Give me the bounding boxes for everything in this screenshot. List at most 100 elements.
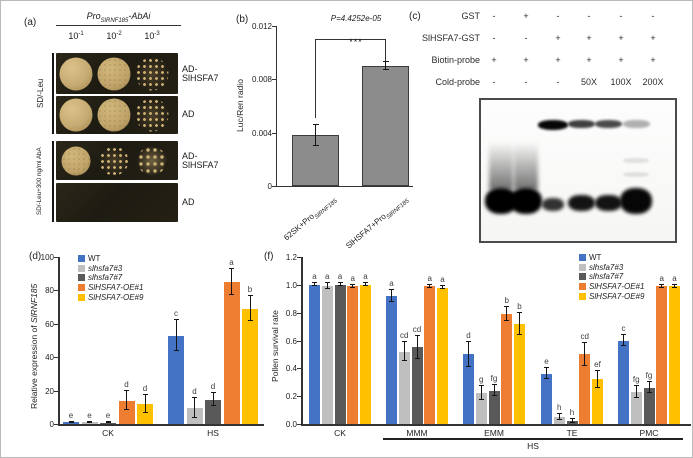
bar bbox=[501, 314, 513, 424]
significance-letter: c bbox=[174, 309, 178, 319]
error-bar bbox=[403, 341, 405, 362]
panel-d-label: (d) bbox=[29, 251, 42, 262]
bar bbox=[541, 373, 552, 424]
significance-letter: h bbox=[569, 408, 575, 418]
error-bar bbox=[126, 391, 127, 410]
legend-swatch bbox=[78, 255, 85, 263]
bar bbox=[242, 308, 258, 424]
y-tick-mark bbox=[54, 424, 58, 425]
yeast-photo-strip bbox=[56, 53, 178, 94]
condition-value: - bbox=[619, 11, 623, 21]
error-bar bbox=[442, 286, 443, 290]
yeast-spot-solid bbox=[59, 98, 93, 132]
error-bar bbox=[519, 312, 520, 335]
bar bbox=[669, 286, 680, 424]
error-cap bbox=[142, 412, 148, 414]
significance-letter: fg bbox=[645, 371, 653, 381]
bar bbox=[553, 417, 565, 424]
y-tick-label: 100 bbox=[40, 253, 54, 262]
x-category-label: PMC bbox=[639, 428, 659, 438]
significance-letter: h bbox=[557, 403, 562, 413]
legend-swatch bbox=[579, 283, 586, 291]
y-tick-mark bbox=[297, 284, 301, 286]
significance-letter: e bbox=[105, 411, 111, 420]
media-group-line bbox=[52, 53, 54, 134]
condition-row-name: Biotin-probe bbox=[431, 55, 480, 65]
legend: WT slhsfa7#3 slhsfa7#7 SlHSFA7-OE#1 SlHSFA7-… bbox=[579, 253, 644, 301]
error-cap bbox=[350, 283, 356, 285]
x-category-label: 62SK+ProSlRNF185 bbox=[281, 198, 339, 243]
bar bbox=[592, 379, 603, 424]
significance-letter: a bbox=[350, 273, 355, 283]
error-bar bbox=[635, 386, 637, 398]
significance-letter: a bbox=[672, 273, 677, 283]
legend-swatch bbox=[78, 293, 85, 301]
significance-letter: e bbox=[68, 410, 74, 420]
error-cap bbox=[337, 282, 343, 284]
error-cap bbox=[491, 384, 497, 386]
x-axis-line bbox=[301, 424, 691, 426]
condition-row-name: GST bbox=[461, 11, 480, 21]
error-bar bbox=[416, 336, 418, 359]
y-tick-mark bbox=[272, 79, 276, 81]
bar bbox=[437, 287, 448, 424]
error-bar bbox=[480, 386, 482, 401]
panel-a-yeast-assay: (a) ProSlRNF185-AbAi 10-1 10-2 10-3 SD/-Le… bbox=[24, 7, 236, 243]
error-cap bbox=[672, 283, 677, 285]
free-probe-band bbox=[510, 188, 542, 214]
error-cap bbox=[401, 360, 407, 362]
error-bar bbox=[468, 341, 469, 367]
legend-item: slhsfa7#3 bbox=[579, 263, 644, 273]
bar-group: a cd cd a a bbox=[386, 257, 448, 424]
bar bbox=[386, 295, 397, 424]
yeast-photo-strip bbox=[56, 141, 178, 180]
y-tick-label: 40 bbox=[45, 353, 54, 363]
condition-value: 200X bbox=[642, 77, 664, 87]
significance-letter: a bbox=[440, 275, 445, 285]
significance-letter: b bbox=[247, 285, 253, 295]
legend-item: SlHSFA7-OE#1 bbox=[579, 282, 644, 292]
error-bar bbox=[365, 283, 366, 287]
y-tick-mark bbox=[297, 368, 301, 370]
error-cap bbox=[105, 422, 111, 424]
shifted-band bbox=[538, 120, 568, 130]
legend-label: SlHSFA7-OE#1 bbox=[88, 283, 144, 293]
probe-smear bbox=[489, 142, 513, 190]
error-cap bbox=[633, 385, 639, 387]
error-cap bbox=[87, 420, 92, 422]
x-category-label: MMM bbox=[406, 428, 428, 438]
emsa-gel-image bbox=[479, 98, 677, 243]
dilution-label: 10-2 bbox=[106, 31, 122, 41]
error-cap bbox=[517, 333, 522, 335]
significance-letter: a bbox=[337, 272, 343, 282]
significance-letter: b bbox=[517, 301, 522, 311]
legend-swatch bbox=[579, 254, 586, 262]
error-cap bbox=[247, 295, 253, 297]
bar-group: c d d a b bbox=[168, 257, 258, 424]
y-tick-mark bbox=[54, 390, 58, 392]
free-probe-band bbox=[594, 195, 622, 211]
y-tick-mark bbox=[272, 186, 276, 187]
error-cap bbox=[440, 285, 445, 287]
x-category-label: SlHSFA7+ProSlRNF185 bbox=[343, 198, 411, 251]
y-tick-label: 0.4 bbox=[285, 364, 297, 374]
error-cap bbox=[544, 378, 549, 380]
bar bbox=[334, 284, 346, 424]
error-cap bbox=[544, 367, 549, 369]
error-bar bbox=[674, 284, 675, 288]
condition-value: - bbox=[524, 77, 528, 87]
significance-letter: e bbox=[87, 410, 92, 420]
error-cap bbox=[124, 408, 129, 410]
x-axis-line bbox=[58, 424, 264, 426]
y-tick-mark bbox=[54, 357, 58, 359]
panel-b-luc-chart: (b) Luc/Ren radio P=4.4252e-05 *** 0 0.00… bbox=[235, 6, 414, 251]
error-cap bbox=[87, 422, 92, 424]
condition-value: + bbox=[586, 33, 592, 43]
p-value-label: P=4.4252e-05 bbox=[330, 14, 382, 23]
error-bar bbox=[249, 296, 251, 322]
error-cap bbox=[478, 385, 484, 387]
legend-item: WT bbox=[579, 253, 644, 263]
significance-letter: a bbox=[659, 273, 664, 283]
media-group-line bbox=[52, 141, 54, 222]
legend-swatch bbox=[78, 284, 85, 292]
